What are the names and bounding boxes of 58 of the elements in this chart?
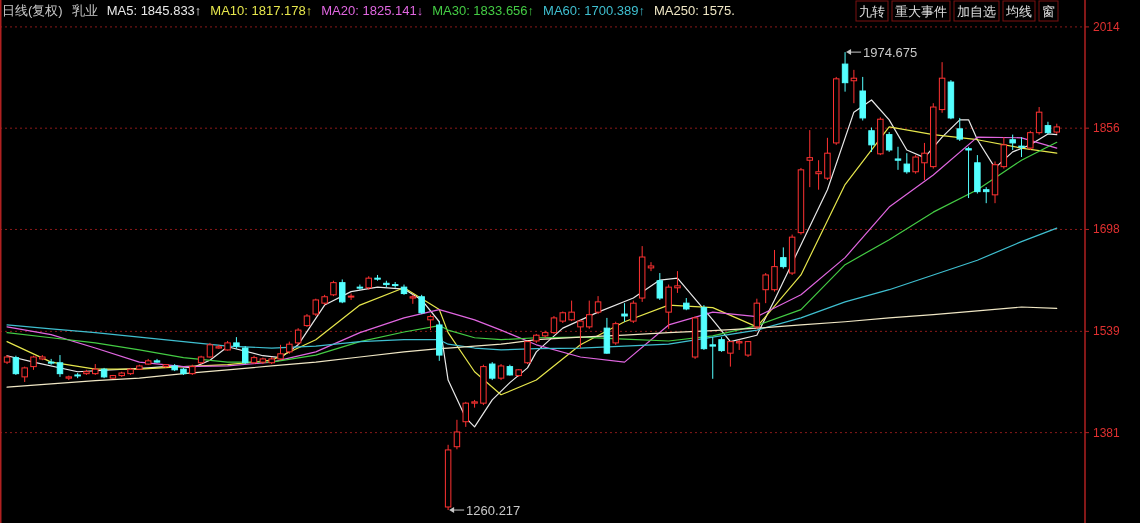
candlestick	[771, 249, 778, 293]
candlestick	[780, 246, 787, 270]
text: MA20: 1825.141↓	[321, 3, 424, 18]
candlestick	[630, 300, 637, 324]
y-tick-label: 1856	[1093, 121, 1121, 136]
candlestick	[612, 321, 619, 346]
candlestick	[894, 146, 902, 171]
candlestick	[956, 117, 963, 142]
candlestick	[418, 294, 425, 315]
text: MA250: 1575.	[653, 3, 735, 18]
candlestick	[727, 340, 734, 368]
candlestick	[806, 129, 814, 188]
candlestick	[586, 300, 593, 330]
annotation: 窗	[1042, 4, 1055, 19]
text: MA5: 1845.833↑	[106, 3, 202, 18]
candlestick	[656, 272, 664, 301]
candlestick	[12, 355, 20, 376]
candlestick	[1000, 136, 1008, 170]
chart-subtitle: 乳业	[71, 3, 98, 18]
candlestick	[568, 300, 575, 322]
candlestick	[621, 302, 628, 323]
candlestick	[912, 154, 919, 175]
line-series	[6, 99, 1058, 428]
y-tick-label: 1381	[1093, 425, 1121, 440]
annotation: 均线	[1005, 4, 1032, 19]
text: MA10: 1817.178↑	[210, 3, 313, 18]
annotation: 重大事件	[895, 4, 947, 19]
candlestick	[815, 159, 822, 191]
line-series	[6, 306, 1058, 388]
candlestick	[965, 146, 972, 199]
candlestick	[762, 272, 769, 304]
candlestick	[753, 298, 761, 330]
y-tick-label: 1539	[1093, 324, 1121, 339]
candlestick	[885, 131, 893, 153]
annotation: 九转	[859, 4, 885, 19]
y-tick-label: 2014	[1093, 19, 1121, 34]
candlestick	[56, 354, 64, 378]
text: MA30: 1833.656↑	[432, 3, 535, 18]
annotation: 加自选	[957, 4, 996, 19]
candlestick	[1035, 106, 1043, 136]
candlestick	[453, 419, 461, 450]
text: MA60: 1700.389↑	[543, 3, 645, 18]
candlestick	[674, 270, 681, 294]
annotation: 1974.675	[863, 45, 918, 61]
candlestick	[1027, 130, 1034, 151]
candlestick	[647, 261, 655, 272]
candlestick	[347, 293, 355, 301]
annotation: 1260.217	[466, 503, 521, 519]
candlestick	[709, 336, 716, 380]
candlestick	[903, 152, 911, 175]
candlestick	[868, 127, 875, 153]
candlestick	[577, 319, 584, 349]
line-series	[6, 227, 1058, 351]
candlestick	[1018, 136, 1025, 158]
chart-title: 日线(复权)	[2, 3, 63, 18]
y-tick-label: 1698	[1093, 222, 1121, 237]
candlestick	[921, 142, 928, 181]
candlestick	[462, 401, 469, 428]
